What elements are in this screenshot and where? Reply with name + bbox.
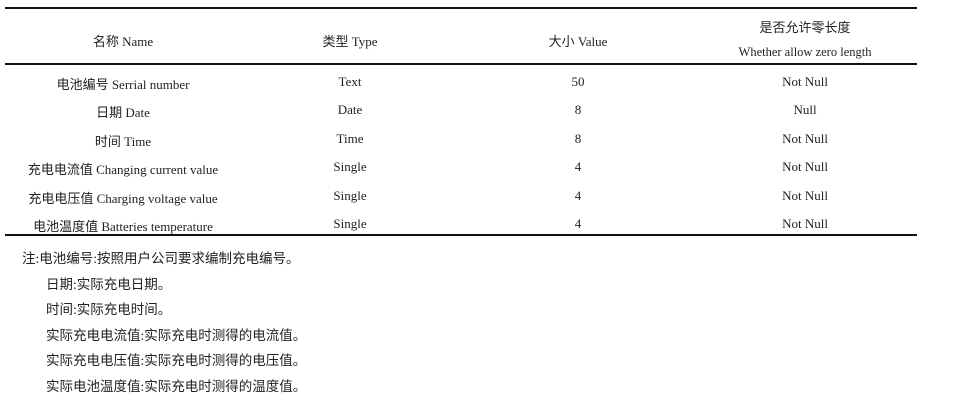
table-cell: Date <box>337 102 363 118</box>
table-bottom-rule <box>5 234 917 236</box>
table-cell: Single <box>333 159 367 175</box>
table-top-rule <box>5 7 917 9</box>
table-cell: Time <box>336 130 364 146</box>
table-cell: Not Null <box>782 216 828 231</box>
note-line: 时间:实际充电时间。 <box>46 302 172 317</box>
note-line: 实际充电电流值:实际充电时测得的电流值。 <box>46 327 307 343</box>
table-header-rule <box>5 63 917 65</box>
table-cell: 4 <box>574 187 582 203</box>
header-name: 名称 Name <box>92 34 154 49</box>
table-cell: 时间 Time <box>94 133 152 149</box>
table-cell: Single <box>333 216 367 231</box>
header-type: 类型 Type <box>322 34 378 49</box>
table-cell: Single <box>333 187 367 203</box>
note-line: 实际充电电压值:实际充电时测得的电压值。 <box>46 353 307 368</box>
table-cell: 日期 Date <box>96 105 150 121</box>
table-cell: 50 <box>571 74 585 89</box>
table-cell: 8 <box>574 102 582 118</box>
table-cell: Not Null <box>782 159 828 175</box>
table-cell: Not Null <box>782 74 828 89</box>
header-zero-length-en: Whether allow zero length <box>738 45 872 59</box>
table-cell: Null <box>793 102 817 118</box>
table-cell: 8 <box>574 130 582 146</box>
table-cell: Not Null <box>782 130 828 146</box>
table-cell: 4 <box>574 216 582 231</box>
note-line: 注:电池编号:按照用户公司要求编制充电编号。 <box>22 251 300 266</box>
table-cell: 充电电流值 Changing current value <box>27 162 219 178</box>
note-line: 日期:实际充电日期。 <box>46 276 172 292</box>
table-cell: Not Null <box>782 187 828 203</box>
table-cell: Text <box>338 74 362 89</box>
table-cell: 4 <box>574 159 582 175</box>
table-cell: 电池温度值 Batteries temperature <box>33 219 213 234</box>
header-zero-length: 是否允许零长度 <box>759 20 851 35</box>
table-cell: 充电电压值 Charging voltage value <box>28 190 218 206</box>
note-line: 实际电池温度值:实际充电时测得的温度值。 <box>46 378 307 394</box>
header-value: 大小 Value <box>548 34 608 49</box>
table-cell: 电池编号 Serrial number <box>56 77 190 92</box>
